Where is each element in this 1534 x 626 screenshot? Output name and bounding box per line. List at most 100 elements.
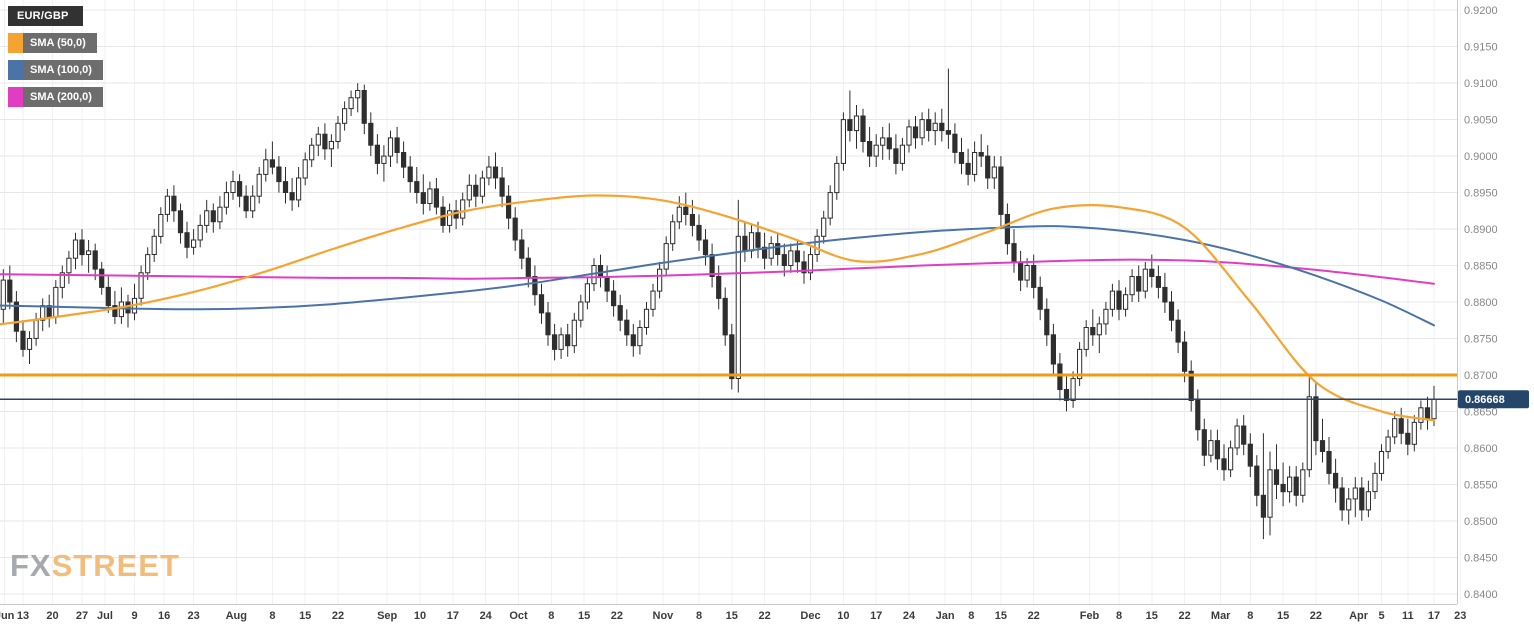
candle (709, 254, 715, 278)
svg-text:8: 8 (1116, 610, 1122, 622)
candle (512, 217, 518, 241)
candle (1182, 341, 1188, 372)
candle (926, 119, 932, 131)
candle (1208, 440, 1214, 456)
last-price-tag: 0.86668 (1458, 390, 1529, 409)
time-axis[interactable]: Jun13 20 27 Jul 9 16 23 Aug 8 15 22 Sep 10 17 24 Oct 8 15… (0, 604, 1466, 623)
candle (105, 286, 111, 307)
instrument-badge[interactable]: EUR/GBP (8, 6, 83, 26)
candle (1267, 469, 1273, 518)
candle (1123, 294, 1129, 310)
candle (617, 305, 623, 321)
candle (814, 235, 820, 256)
candle (1031, 265, 1037, 288)
candle (945, 130, 951, 135)
candle (342, 108, 348, 124)
svg-text:15: 15 (995, 610, 1007, 622)
svg-text:Sep: Sep (377, 610, 397, 622)
svg-text:9: 9 (131, 610, 137, 622)
candle (86, 250, 92, 255)
candle (958, 152, 965, 164)
candle (807, 254, 814, 274)
candle (775, 243, 781, 256)
svg-text:Dec: Dec (800, 610, 820, 622)
sma200-label: SMA (200,0) (23, 87, 103, 107)
candle (1431, 398, 1437, 420)
svg-text:15: 15 (726, 610, 738, 622)
candle (33, 319, 39, 339)
candle (1260, 494, 1267, 518)
svg-text:0.8500: 0.8500 (1464, 516, 1498, 528)
svg-text:0.8850: 0.8850 (1464, 261, 1498, 273)
candle (414, 181, 420, 194)
candle (1096, 323, 1102, 336)
svg-text:22: 22 (1028, 610, 1040, 622)
candle (315, 133, 321, 146)
candle (1385, 436, 1391, 453)
candle (355, 90, 361, 99)
candle (1188, 370, 1194, 401)
svg-text:22: 22 (611, 610, 623, 622)
svg-text:8: 8 (548, 610, 554, 622)
sma50-label: SMA (50,0) (23, 33, 97, 53)
svg-text:15: 15 (299, 610, 311, 622)
candles-layer (0, 68, 1437, 540)
candle (479, 177, 485, 197)
legend-item-sma50[interactable]: SMA (50,0) (8, 33, 97, 53)
svg-text:0.8550: 0.8550 (1464, 479, 1498, 491)
candle (932, 122, 938, 132)
svg-text:22: 22 (332, 610, 344, 622)
candle (66, 257, 72, 274)
candle (1201, 429, 1207, 456)
candle (1228, 447, 1234, 471)
candle (762, 246, 768, 259)
candle (650, 290, 656, 310)
candle (1300, 469, 1306, 496)
candle (296, 177, 302, 201)
candle (7, 279, 13, 303)
candle (899, 144, 905, 164)
candle (309, 144, 315, 161)
candle (1083, 327, 1089, 350)
candle (1221, 458, 1227, 471)
candle (939, 122, 945, 132)
candle (1293, 476, 1299, 496)
svg-text:8: 8 (968, 610, 974, 622)
candle (1168, 301, 1175, 321)
svg-text:17: 17 (1428, 610, 1440, 622)
candle (1011, 243, 1017, 263)
svg-text:22: 22 (1178, 610, 1190, 622)
candle (558, 334, 564, 350)
candle (269, 159, 275, 168)
candle (256, 173, 262, 197)
candle (1398, 418, 1404, 434)
candle (237, 181, 243, 197)
svg-text:Oct: Oct (509, 610, 528, 622)
candle (20, 330, 26, 350)
candle (210, 210, 216, 223)
candle (1359, 487, 1365, 511)
candle (26, 338, 33, 350)
candle (755, 232, 761, 248)
candle (663, 243, 669, 270)
candle (1424, 407, 1431, 420)
svg-text:13: 13 (17, 610, 29, 622)
candle (243, 195, 249, 212)
svg-text:0.86668: 0.86668 (1465, 394, 1505, 406)
candle (361, 90, 367, 124)
sma100-label: SMA (100,0) (23, 60, 103, 80)
candle (722, 297, 728, 336)
legend-item-sma200[interactable]: SMA (200,0) (8, 87, 103, 107)
candle (473, 184, 479, 197)
candle (1077, 348, 1083, 380)
sma50-swatch-icon (8, 33, 23, 53)
candle (532, 276, 538, 296)
candle (466, 184, 472, 201)
legend-item-sma100[interactable]: SMA (100,0) (8, 60, 103, 80)
price-axis[interactable]: 0.9200 0.9150 0.9100 0.9050 0.9000 0.8950 0.89… (1457, 0, 1498, 604)
candle (912, 126, 919, 139)
candle (1333, 472, 1339, 489)
candle (460, 199, 466, 219)
